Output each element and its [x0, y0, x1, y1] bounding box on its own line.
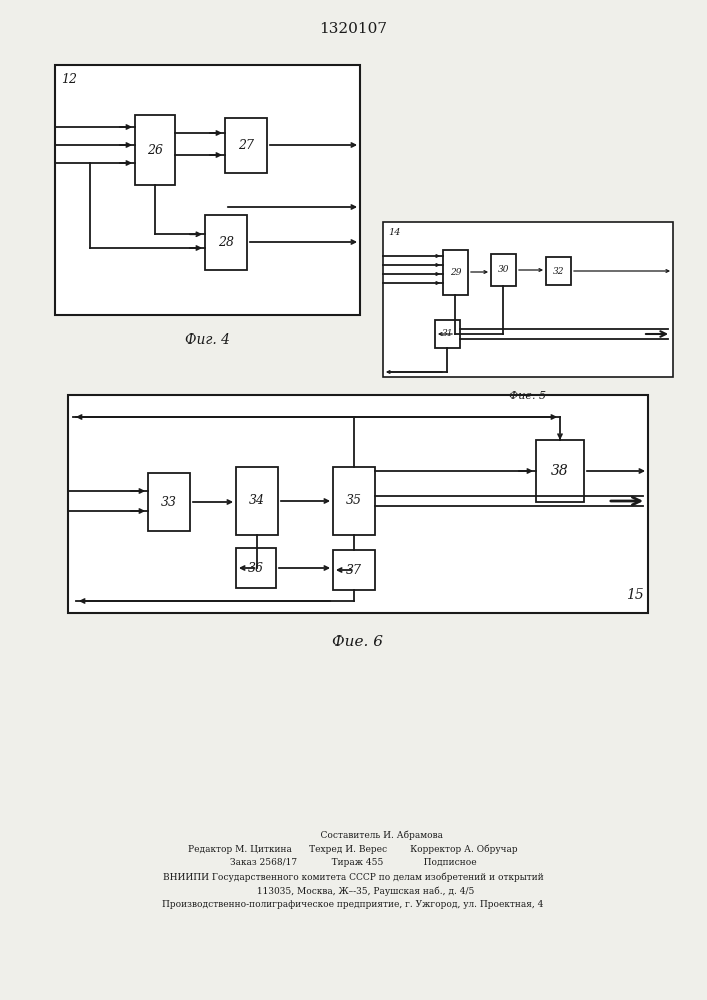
- Bar: [491, 254, 516, 286]
- Text: 26: 26: [147, 143, 163, 156]
- Text: 30: 30: [498, 265, 509, 274]
- Bar: [546, 257, 571, 285]
- Text: Составитель И. Абрамова: Составитель И. Абрамова: [263, 830, 443, 840]
- Text: 27: 27: [238, 139, 254, 152]
- Bar: [236, 548, 276, 588]
- Text: 14: 14: [388, 228, 400, 237]
- Bar: [435, 320, 460, 348]
- Bar: [333, 550, 375, 590]
- Text: 33: 33: [161, 495, 177, 508]
- Text: 34: 34: [249, 494, 265, 508]
- Text: Заказ 2568/17            Тираж 455              Подписное: Заказ 2568/17 Тираж 455 Подписное: [230, 858, 477, 867]
- Bar: [148, 473, 190, 531]
- Bar: [333, 467, 375, 535]
- Text: 1320107: 1320107: [319, 22, 387, 36]
- Text: 37: 37: [346, 564, 362, 576]
- Bar: [236, 467, 278, 535]
- Bar: [536, 440, 584, 502]
- Bar: [135, 115, 175, 185]
- Bar: [205, 215, 247, 270]
- Text: Фиг. 4: Фиг. 4: [185, 333, 230, 347]
- Text: 12: 12: [61, 73, 77, 86]
- Text: 28: 28: [218, 236, 234, 249]
- Text: Фие. 6: Фие. 6: [332, 635, 383, 649]
- Text: 35: 35: [346, 494, 362, 508]
- Text: Производственно-полиграфическое предприятие, г. Ужгород, ул. Проектная, 4: Производственно-полиграфическое предприя…: [163, 900, 544, 909]
- Text: Фие. 5: Фие. 5: [510, 391, 547, 401]
- Bar: [68, 395, 648, 613]
- Text: 36: 36: [248, 562, 264, 574]
- Text: 15: 15: [626, 588, 644, 602]
- Text: 113035, Москва, Ж–-35, Раушская наб., д. 4/5: 113035, Москва, Ж–-35, Раушская наб., д.…: [231, 886, 474, 896]
- Text: 38: 38: [551, 464, 569, 478]
- Bar: [225, 118, 267, 173]
- Text: 32: 32: [553, 266, 564, 275]
- Bar: [443, 250, 468, 295]
- Bar: [383, 222, 673, 377]
- Bar: [55, 65, 360, 315]
- Text: Редактор М. Циткина      Техред И. Верес        Корректор А. Обручар: Редактор М. Циткина Техред И. Верес Корр…: [188, 844, 518, 854]
- Text: ВНИИПИ Государственного комитета СССР по делам изобретений и открытий: ВНИИПИ Государственного комитета СССР по…: [163, 872, 544, 882]
- Text: 29: 29: [450, 268, 461, 277]
- Text: 31: 31: [442, 330, 453, 338]
